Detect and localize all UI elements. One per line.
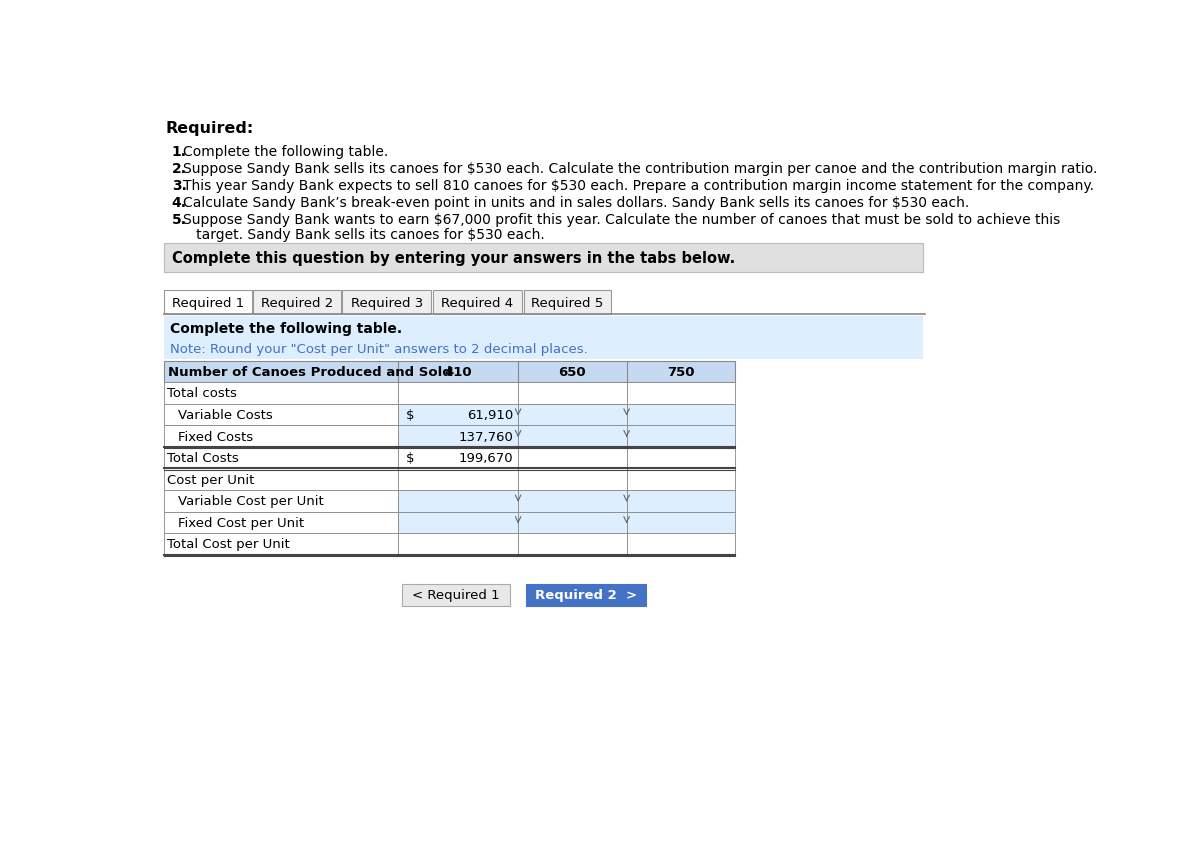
Text: This year Sandy Bank expects to sell 810 canoes for $530 each. Prepare a contrib: This year Sandy Bank expects to sell 810…	[184, 179, 1094, 193]
Text: Required 2  >: Required 2 >	[535, 588, 637, 602]
Text: 3.: 3.	[172, 179, 186, 193]
FancyBboxPatch shape	[398, 447, 518, 469]
Text: $: $	[406, 452, 414, 465]
FancyBboxPatch shape	[518, 426, 626, 447]
Text: Total Cost per Unit: Total Cost per Unit	[167, 538, 290, 551]
FancyBboxPatch shape	[164, 426, 398, 447]
Text: 410: 410	[444, 365, 472, 378]
Text: Fixed Cost per Unit: Fixed Cost per Unit	[178, 517, 304, 529]
FancyBboxPatch shape	[398, 404, 518, 426]
FancyBboxPatch shape	[526, 584, 646, 606]
FancyBboxPatch shape	[164, 290, 252, 315]
FancyBboxPatch shape	[164, 383, 398, 404]
Text: Complete this question by entering your answers in the tabs below.: Complete this question by entering your …	[172, 251, 734, 266]
Text: 2.: 2.	[172, 162, 187, 176]
FancyBboxPatch shape	[342, 290, 431, 315]
Text: Required 3: Required 3	[350, 296, 422, 309]
Text: 750: 750	[667, 365, 695, 378]
Text: Required 5: Required 5	[532, 296, 604, 309]
FancyBboxPatch shape	[402, 584, 510, 606]
Text: target. Sandy Bank sells its canoes for $530 each.: target. Sandy Bank sells its canoes for …	[184, 227, 545, 241]
Text: Cost per Unit: Cost per Unit	[167, 473, 254, 486]
FancyBboxPatch shape	[164, 404, 398, 426]
Text: 5.: 5.	[172, 213, 187, 227]
FancyBboxPatch shape	[518, 533, 626, 555]
FancyBboxPatch shape	[164, 361, 736, 383]
FancyBboxPatch shape	[433, 290, 522, 315]
Text: Required 4: Required 4	[442, 296, 514, 309]
FancyBboxPatch shape	[164, 316, 924, 360]
FancyBboxPatch shape	[164, 512, 398, 533]
Text: Number of Canoes Produced and Sold: Number of Canoes Produced and Sold	[168, 365, 451, 378]
FancyBboxPatch shape	[398, 469, 518, 490]
Text: 1.: 1.	[172, 145, 187, 159]
Text: Required 2: Required 2	[260, 296, 332, 309]
Text: 61,910: 61,910	[467, 408, 514, 421]
Text: 199,670: 199,670	[458, 452, 514, 465]
Text: Required 1: Required 1	[172, 296, 244, 309]
Text: Fixed Costs: Fixed Costs	[178, 430, 253, 443]
FancyBboxPatch shape	[518, 447, 626, 469]
FancyBboxPatch shape	[626, 533, 736, 555]
FancyBboxPatch shape	[398, 383, 518, 404]
Text: Suppose Sandy Bank sells its canoes for $530 each. Calculate the contribution ma: Suppose Sandy Bank sells its canoes for …	[184, 162, 1098, 176]
FancyBboxPatch shape	[164, 469, 398, 490]
FancyBboxPatch shape	[150, 101, 1080, 751]
FancyBboxPatch shape	[518, 490, 626, 512]
FancyBboxPatch shape	[253, 290, 341, 315]
Text: Note: Round your "Cost per Unit" answers to 2 decimal places.: Note: Round your "Cost per Unit" answers…	[170, 343, 588, 355]
Text: Complete the following table.: Complete the following table.	[170, 322, 402, 336]
FancyBboxPatch shape	[626, 426, 736, 447]
FancyBboxPatch shape	[164, 533, 398, 555]
FancyBboxPatch shape	[164, 447, 398, 469]
FancyBboxPatch shape	[398, 533, 518, 555]
FancyBboxPatch shape	[518, 469, 626, 490]
Text: Complete the following table.: Complete the following table.	[184, 145, 389, 159]
FancyBboxPatch shape	[626, 447, 736, 469]
Text: Variable Cost per Unit: Variable Cost per Unit	[178, 495, 324, 508]
FancyBboxPatch shape	[164, 244, 924, 273]
Text: Calculate Sandy Bank’s break-even point in units and in sales dollars. Sandy Ban: Calculate Sandy Bank’s break-even point …	[184, 196, 970, 210]
FancyBboxPatch shape	[398, 490, 518, 512]
FancyBboxPatch shape	[626, 490, 736, 512]
Text: $: $	[406, 408, 414, 421]
FancyBboxPatch shape	[518, 404, 626, 426]
FancyBboxPatch shape	[626, 404, 736, 426]
FancyBboxPatch shape	[626, 469, 736, 490]
FancyBboxPatch shape	[164, 490, 398, 512]
FancyBboxPatch shape	[518, 383, 626, 404]
FancyBboxPatch shape	[523, 290, 611, 315]
Text: Suppose Sandy Bank wants to earn $67,000 profit this year. Calculate the number : Suppose Sandy Bank wants to earn $67,000…	[184, 213, 1061, 227]
Text: Required:: Required:	[166, 121, 253, 136]
FancyBboxPatch shape	[518, 512, 626, 533]
FancyBboxPatch shape	[626, 383, 736, 404]
Text: 650: 650	[558, 365, 586, 378]
Text: Total costs: Total costs	[167, 387, 236, 400]
FancyBboxPatch shape	[398, 512, 518, 533]
Text: < Required 1: < Required 1	[413, 588, 500, 602]
Text: Total Costs: Total Costs	[167, 452, 239, 465]
Text: 137,760: 137,760	[458, 430, 514, 443]
FancyBboxPatch shape	[398, 426, 518, 447]
Text: Variable Costs: Variable Costs	[178, 408, 272, 421]
FancyBboxPatch shape	[626, 512, 736, 533]
Text: 4.: 4.	[172, 196, 187, 210]
